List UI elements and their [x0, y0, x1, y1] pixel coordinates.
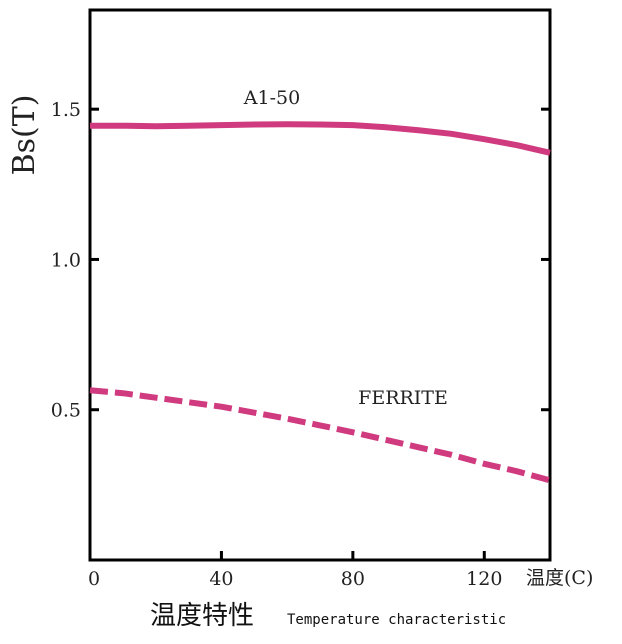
y-axis-label: Bs(T)	[7, 95, 42, 176]
plot-frame	[88, 8, 552, 562]
x-axis-unit-label: 温度(C)	[526, 567, 593, 589]
y-tick-label: 1.0	[51, 249, 81, 271]
series-layer	[89, 121, 551, 484]
series-label-a1-50: A1-50	[243, 87, 300, 109]
x-tick-label: 80	[341, 568, 365, 590]
labels-layer: A1-50 FERRITE	[243, 87, 448, 409]
y-tick-label: 1.5	[51, 99, 81, 121]
series-label-ferrite: FERRITE	[358, 387, 448, 409]
caption-japanese: 温度特性	[150, 601, 254, 631]
y-tick-label: 0.5	[51, 400, 81, 422]
x-tick-label: 0	[88, 568, 100, 590]
x-tick-label: 40	[209, 568, 233, 590]
axis-ticks: 0.5 1.0 1.5 0 40 80 120	[51, 99, 550, 590]
caption-english: Temperature characteristic	[287, 612, 506, 628]
x-tick-label: 120	[466, 568, 502, 590]
series-line-ferrite	[89, 387, 551, 484]
series-line-a1-50	[90, 121, 551, 156]
